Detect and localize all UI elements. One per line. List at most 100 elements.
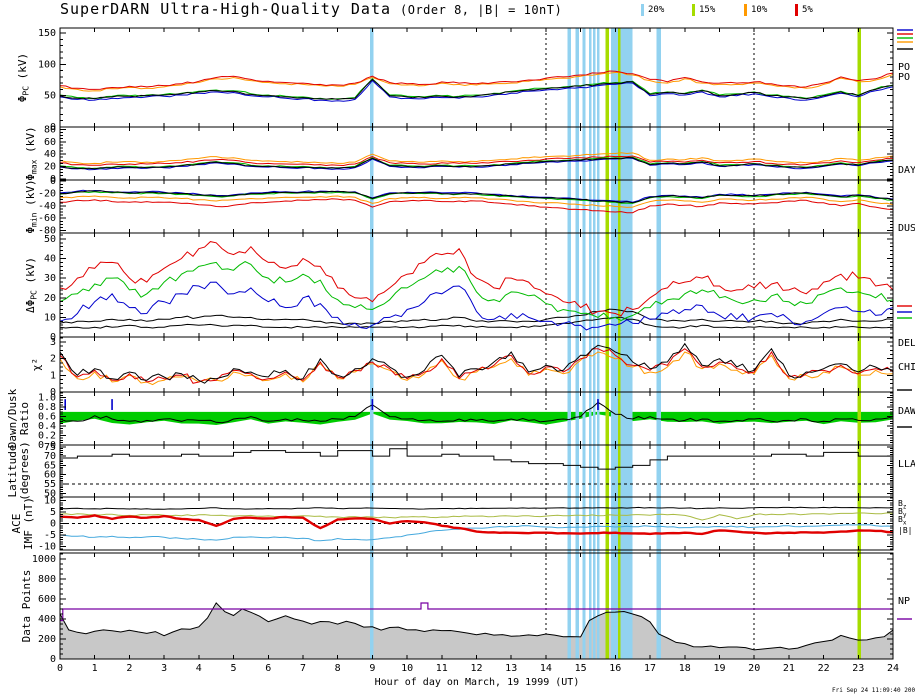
series-ace-imf-By — [60, 512, 893, 521]
y-tick-label: 0.8 — [38, 402, 56, 413]
x-tick-label: 14 — [540, 663, 552, 674]
right-edge-legend-dashes — [897, 29, 913, 620]
y-tick-label: 1 — [50, 370, 56, 381]
series-phi-pc-blue — [60, 79, 893, 102]
series-dphi-pc-black-upper — [60, 308, 893, 325]
y-tick-label: 600 — [38, 594, 56, 605]
x-tick-label: 4 — [196, 663, 202, 674]
x-tick-label: 19 — [713, 663, 725, 674]
y-tick-label: 0 — [50, 654, 56, 665]
right-label-phi_pc: PO — [898, 72, 910, 83]
legend-item-15pct: 15% — [692, 3, 715, 17]
y-axis-title: IMF (nT) — [22, 497, 35, 550]
y-tick-label: 1000 — [32, 554, 56, 565]
y-tick-label: -60 — [38, 213, 56, 224]
y-tick-label: 40 — [44, 254, 56, 265]
y-ticks — [59, 497, 894, 550]
y-tick-label: 0 — [50, 122, 56, 133]
series-phi-max-red — [60, 155, 893, 167]
y-tick-label: 5 — [50, 507, 56, 518]
right-label-imf-component: Bz — [898, 499, 907, 511]
right-label-imf-component: |B| — [898, 526, 912, 535]
y-ticks — [59, 28, 894, 128]
y-tick-label: 20 — [44, 293, 56, 304]
y-tick-label: 100 — [38, 59, 56, 70]
x-tick-label: 17 — [644, 663, 656, 674]
right-label-latitude: LLA — [898, 459, 915, 470]
event-bars-background — [369, 28, 861, 659]
series-phi-min-orange — [60, 195, 893, 208]
dawn-dusk-band — [60, 411, 893, 425]
series-dphi-pc-black-lower — [60, 316, 893, 329]
right-label-dphi_pc: DEL — [898, 338, 915, 349]
y-tick-label: 0 — [50, 176, 56, 187]
x-tick-label: 7 — [300, 663, 306, 674]
data-points-area — [60, 602, 893, 659]
y-tick-label: 60 — [44, 470, 56, 481]
series-phi-pc-green — [60, 78, 893, 100]
page-title: SuperDARN Ultra-High-Quality Data — [60, 0, 392, 18]
x-tick-label: 21 — [783, 663, 795, 674]
legend-swatch — [795, 4, 798, 16]
y-axis-title: (degrees) — [18, 441, 31, 501]
y-tick-label: 2 — [50, 354, 56, 365]
panel-ratio: 0.00.20.40.60.81.0 Dawn/Dusk Ratio DAW — [6, 388, 915, 451]
series-phi-min-black — [60, 190, 893, 204]
series-ace-imf-Bx — [60, 524, 893, 542]
legend-item-10pct: 10% — [744, 3, 767, 17]
right-label-chi2: CHI — [898, 362, 915, 373]
y-tick-label: 200 — [38, 634, 56, 645]
x-tick-label: 8 — [335, 663, 341, 674]
series-chi2-red — [60, 348, 893, 384]
x-tick-label: 0 — [57, 663, 63, 674]
y-axis-title: ΔΦPC (kV) — [24, 257, 39, 313]
y-axis-title: Latitude — [6, 445, 19, 498]
y-axis-title: Φmin (kV) — [24, 179, 39, 233]
series-dphi-pc-blue — [60, 281, 893, 331]
x-tick-label: 11 — [436, 663, 448, 674]
series-phi-min-blue — [60, 189, 893, 203]
y-ticks — [59, 127, 894, 180]
x-tick-label: 13 — [505, 663, 517, 674]
y-axis-title: Data Points — [20, 570, 33, 643]
y-tick-label: 1.0 — [38, 393, 56, 404]
x-tick-label: 22 — [818, 663, 830, 674]
y-tick-label: 0 — [50, 174, 56, 185]
series-phi-max-green — [60, 156, 893, 170]
panel-frame — [59, 126, 894, 181]
x-axis-title: Hour of day on March, 19 1999 (UT) — [375, 677, 580, 688]
data-points-outline — [60, 602, 893, 651]
y-tick-label: 50 — [44, 488, 56, 499]
series-phi-pc-orange — [60, 72, 893, 92]
y-tick-label: 60 — [44, 137, 56, 148]
y-tick-label: 10 — [44, 312, 56, 323]
series-phi-max-blue — [60, 157, 893, 171]
series-ace-imf-Bz — [60, 514, 893, 536]
legend-label: 10% — [751, 5, 768, 15]
page-subtitle: (Order 8, |B| = 10nT) — [400, 3, 563, 17]
np-reference-line — [60, 602, 893, 622]
panel-data-points: 0 200 400 600 800 1000 Data Points NP — [20, 552, 910, 665]
y-ticks — [59, 444, 894, 498]
y-ticks — [59, 233, 894, 338]
y-tick-label: 0.6 — [38, 412, 56, 423]
y-axis-title: Φmax (kV) — [24, 126, 39, 180]
x-axis: 0 1 2 3 4 5 6 7 8 9 10 11 12 13 14 15 16 17 18 19 20 21 22 23 24… — [57, 663, 899, 688]
x-tick-label: 2 — [126, 663, 132, 674]
y-tick-label: -40 — [38, 201, 56, 212]
x-tick-label: 15 — [575, 663, 587, 674]
series-phi-pc-black — [60, 78, 893, 100]
y-tick-label: -20 — [38, 189, 56, 200]
right-label-data_points: NP — [898, 596, 910, 607]
panel-frame — [59, 336, 894, 393]
series-dphi-pc-green — [60, 261, 893, 322]
y-tick-label: 50 — [44, 91, 56, 102]
panel-chi2: 0 1 2 3 χ² CHI — [30, 336, 915, 398]
series-latitude-black-step — [60, 448, 893, 470]
